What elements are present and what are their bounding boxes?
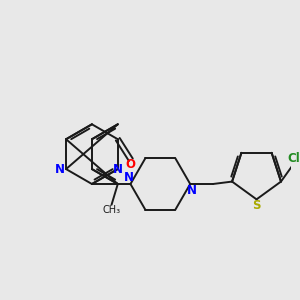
Text: CH₃: CH₃	[103, 205, 121, 215]
Text: N: N	[113, 163, 123, 176]
Text: Cl: Cl	[287, 152, 300, 165]
Text: N: N	[55, 163, 65, 176]
Text: O: O	[126, 158, 136, 171]
Text: S: S	[252, 199, 261, 212]
Text: N: N	[123, 171, 134, 184]
Text: N: N	[187, 184, 197, 197]
